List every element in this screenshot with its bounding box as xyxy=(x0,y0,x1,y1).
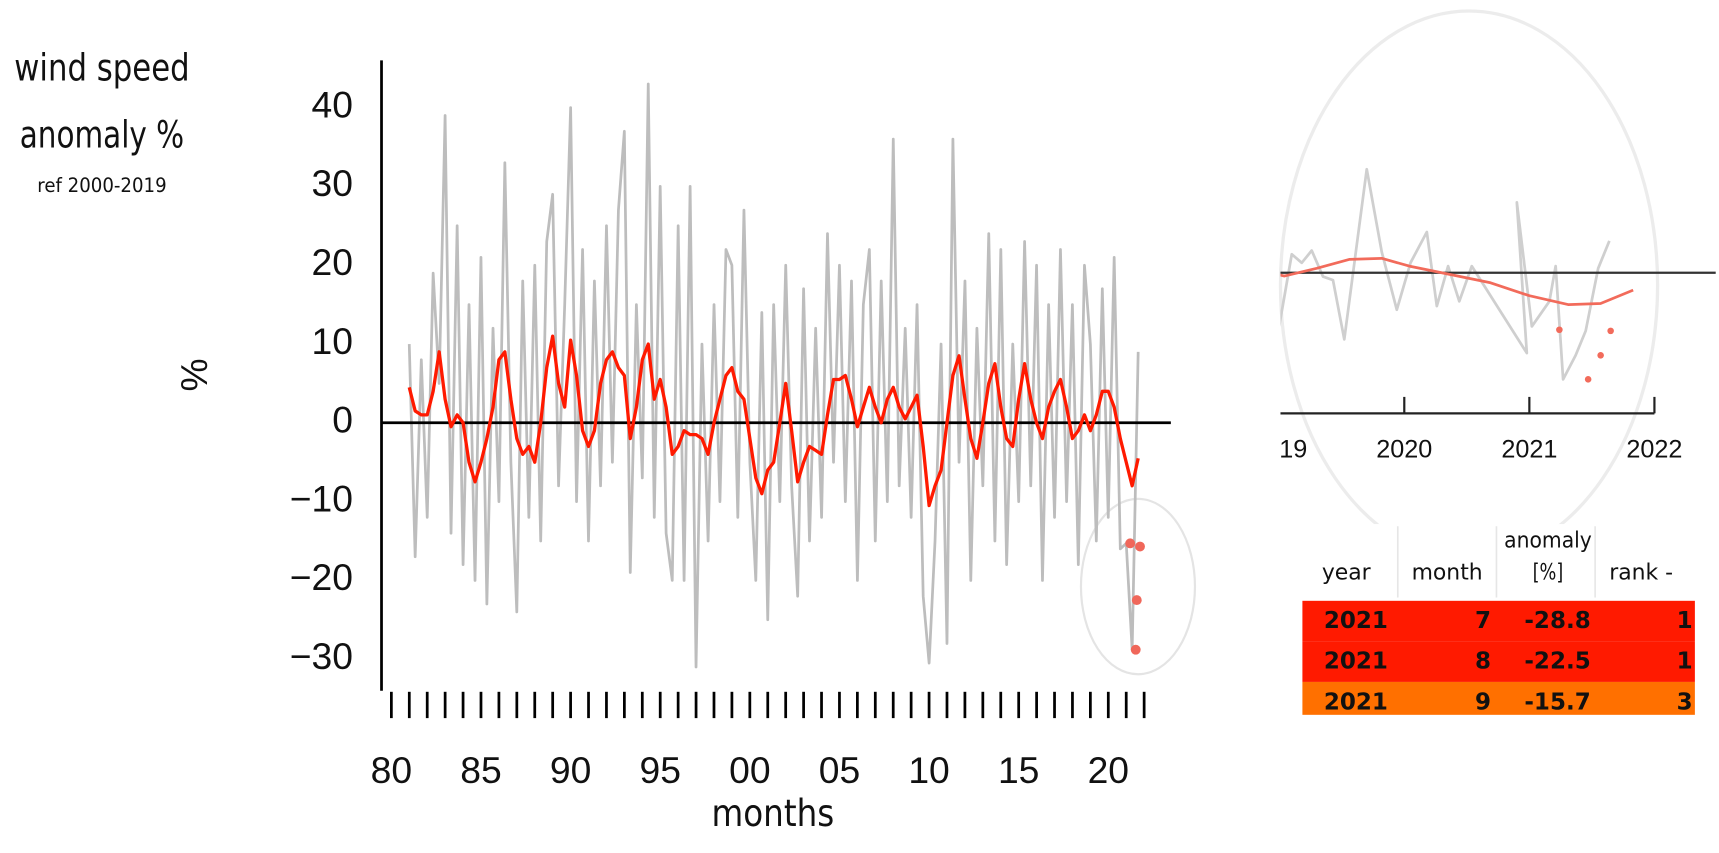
x-tick-label: 10 xyxy=(908,749,949,791)
zoom-lens xyxy=(1278,9,1660,561)
y-tick-label: 30 xyxy=(312,162,353,204)
data-point xyxy=(1607,327,1614,335)
x-tick-label: 20 xyxy=(1088,749,1129,791)
column-header: [%] xyxy=(1533,560,1564,585)
data-line xyxy=(1280,256,1634,306)
table-cell: 2021 xyxy=(1324,649,1388,675)
y-tick-label: −10 xyxy=(290,477,353,519)
table-cell: 1 xyxy=(1677,649,1693,675)
x-tick-label: 85 xyxy=(460,749,501,791)
y-tick-label: 20 xyxy=(312,241,353,283)
table-cell: 2021 xyxy=(1324,689,1388,715)
title-line: wind speed xyxy=(14,46,189,90)
main-chart: −30 −20 −10 0 10 20 30 40 80 85 90 95 00 05 10 15 20 xyxy=(290,60,1171,791)
y-tick-label: −20 xyxy=(290,556,353,598)
y-tick-label: −30 xyxy=(290,635,353,677)
data-point xyxy=(1135,541,1145,552)
table-cell: 9 xyxy=(1475,689,1491,715)
table-row xyxy=(1302,681,1695,715)
x-axis-label: months xyxy=(711,791,834,835)
data-point xyxy=(1125,538,1136,549)
data-line xyxy=(407,82,1140,669)
x-tick-label: 80 xyxy=(371,749,412,791)
table-row xyxy=(1302,600,1695,642)
x-tick-label: 95 xyxy=(639,749,680,791)
y-tick-label: 10 xyxy=(312,320,353,362)
x-tick-label: 05 xyxy=(819,749,860,791)
table-cell: -22.5 xyxy=(1524,649,1590,675)
column-header: year xyxy=(1322,560,1371,585)
data-line xyxy=(1280,167,1611,381)
highlight-ring xyxy=(1079,497,1197,676)
table-cell: 7 xyxy=(1475,608,1491,634)
data-point xyxy=(1597,352,1604,359)
data-point xyxy=(1131,595,1142,606)
column-header: rank - xyxy=(1609,560,1673,585)
subtitle: ref 2000-2019 xyxy=(37,174,166,197)
y-tick-label: 0 xyxy=(332,399,353,441)
x-tick-label: 15 xyxy=(998,749,1039,791)
x-tick-label: 2022 xyxy=(1626,435,1682,463)
y-tick-label: 40 xyxy=(312,83,353,125)
table-cell: 2021 xyxy=(1324,608,1388,634)
data-point xyxy=(1556,326,1563,334)
x-tick-label: 2019 xyxy=(1251,435,1307,463)
table-cell: 8 xyxy=(1475,649,1491,675)
x-tick-label: 90 xyxy=(550,749,591,791)
title-line: anomaly % xyxy=(20,113,184,157)
column-header: month xyxy=(1412,560,1483,585)
data-line xyxy=(407,334,1140,508)
column-header: anomaly xyxy=(1504,529,1592,554)
table-cell: -28.8 xyxy=(1524,608,1590,634)
y-axis-label: % xyxy=(173,358,215,391)
x-tick-label: 2020 xyxy=(1376,435,1432,463)
table-row xyxy=(1302,641,1695,682)
table: year month anomaly [%] rank - 2021 7 -28.8 1 2021… xyxy=(1302,524,1695,715)
table-cell: 3 xyxy=(1677,689,1693,715)
table-cell: 1 xyxy=(1677,608,1693,634)
table-cell: -15.7 xyxy=(1524,689,1590,715)
table-header-bg xyxy=(1302,524,1695,599)
x-tick-label: 2021 xyxy=(1501,435,1557,463)
x-tick-label: 00 xyxy=(729,749,770,791)
data-point xyxy=(1584,376,1592,383)
data-point xyxy=(1130,644,1141,655)
inset-chart: 2019 2020 2021 2022 xyxy=(1251,167,1716,463)
